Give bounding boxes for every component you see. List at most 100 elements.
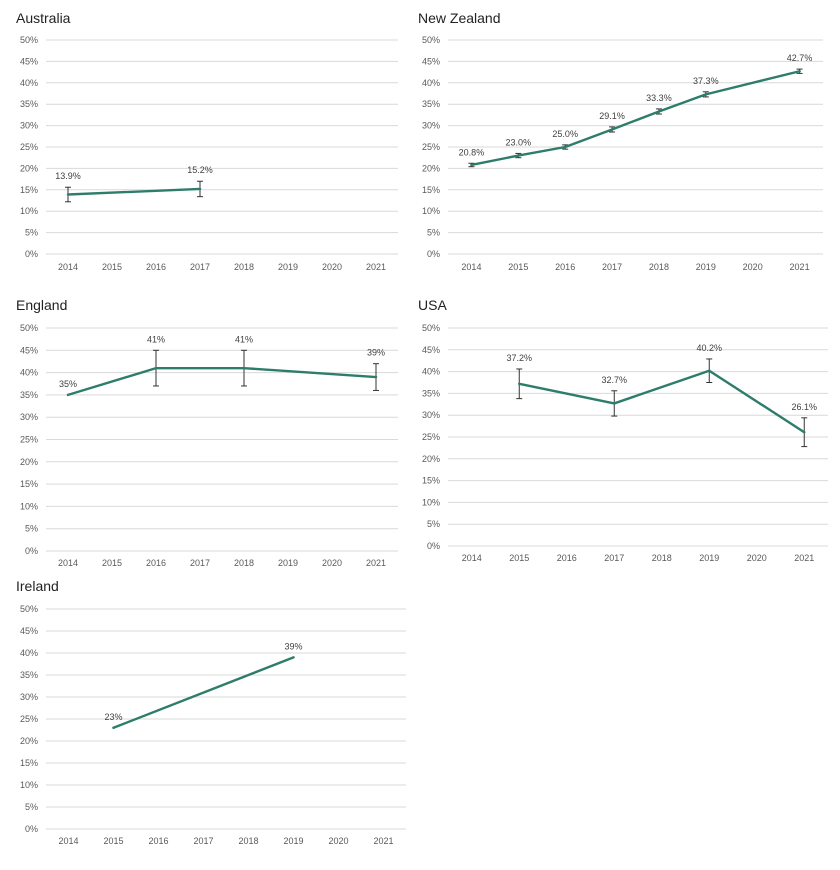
y-tick-label: 35% bbox=[20, 99, 38, 109]
x-tick-label: 2015 bbox=[102, 262, 122, 272]
data-point bbox=[66, 393, 70, 397]
chart-panel-ireland: Ireland 0% 5% 10% 15% 20% 25% 30% 35% 40% 45% 50% 2… bbox=[16, 578, 406, 858]
y-tick-label: 35% bbox=[422, 388, 440, 398]
x-tick-label: 2021 bbox=[790, 262, 810, 272]
data-point bbox=[610, 128, 614, 131]
data-label: 32.7% bbox=[601, 375, 627, 385]
y-tick-label: 5% bbox=[25, 802, 38, 812]
x-tick-label: 2020 bbox=[328, 836, 348, 846]
y-tick-label: 40% bbox=[20, 368, 38, 378]
data-point bbox=[112, 726, 115, 729]
y-tick-label: 20% bbox=[20, 736, 38, 746]
x-tick-label: 2015 bbox=[103, 836, 123, 846]
y-tick-label: 0% bbox=[427, 249, 440, 259]
data-label: 26.1% bbox=[791, 402, 817, 412]
chart-svg: 0% 5% 10% 15% 20% 25% 30% 35% 40% 45% 50% 2014 2015 2… bbox=[20, 323, 398, 568]
y-tick-label: 5% bbox=[427, 228, 440, 238]
y-tick-label: 50% bbox=[20, 604, 38, 614]
x-tick-label: 2017 bbox=[193, 836, 213, 846]
y-tick-label: 15% bbox=[20, 758, 38, 768]
chart-panel-australia: Australia 0% 5% 10% 15% 20% 25% 30% 35% 40% 45% 50… bbox=[16, 10, 406, 280]
y-tick-label: 15% bbox=[20, 185, 38, 195]
data-label: 23% bbox=[104, 712, 122, 722]
y-tick-label: 5% bbox=[25, 228, 38, 238]
x-tick-label: 2021 bbox=[366, 262, 386, 272]
data-point bbox=[292, 656, 295, 659]
data-point bbox=[242, 366, 246, 370]
chart-title: England bbox=[16, 297, 68, 313]
data-label: 25.0% bbox=[552, 129, 578, 139]
x-tick-label: 2021 bbox=[366, 558, 386, 568]
y-tick-label: 45% bbox=[20, 345, 38, 355]
y-tick-label: 45% bbox=[422, 56, 440, 66]
y-tick-label: 40% bbox=[422, 367, 440, 377]
y-tick-label: 15% bbox=[422, 185, 440, 195]
y-tick-label: 30% bbox=[20, 692, 38, 702]
data-point bbox=[374, 375, 378, 379]
data-point bbox=[563, 145, 567, 149]
x-tick-label: 2014 bbox=[461, 262, 481, 272]
y-tick-label: 25% bbox=[422, 142, 440, 152]
y-tick-label: 5% bbox=[427, 519, 440, 529]
chart-title: New Zealand bbox=[418, 10, 501, 26]
x-tick-label: 2016 bbox=[146, 558, 166, 568]
y-tick-label: 15% bbox=[20, 479, 38, 489]
x-tick-label: 2017 bbox=[602, 262, 622, 272]
y-tick-label: 10% bbox=[422, 206, 440, 216]
y-tick-label: 35% bbox=[422, 99, 440, 109]
x-tick-label: 2021 bbox=[373, 836, 393, 846]
data-label: 20.8% bbox=[459, 147, 485, 157]
data-label: 40.2% bbox=[696, 343, 722, 353]
data-point bbox=[517, 154, 520, 157]
series-line bbox=[470, 70, 801, 167]
x-tick-label: 2016 bbox=[557, 553, 577, 563]
y-tick-label: 25% bbox=[20, 714, 38, 724]
x-tick-label: 2017 bbox=[604, 553, 624, 563]
series-line bbox=[112, 656, 295, 730]
x-tick-label: 2019 bbox=[278, 558, 298, 568]
x-tick-label: 2018 bbox=[238, 836, 258, 846]
x-tick-label: 2020 bbox=[322, 262, 342, 272]
y-tick-label: 30% bbox=[422, 121, 440, 131]
x-tick-label: 2014 bbox=[58, 558, 78, 568]
y-tick-label: 25% bbox=[20, 142, 38, 152]
chart-svg: 0% 5% 10% 15% 20% 25% 30% 35% 40% 45% 50% 2014 2015 2… bbox=[20, 604, 406, 846]
chart-svg: 0% 5% 10% 15% 20% 25% 30% 35% 40% 45% 50% 2014 2015 2… bbox=[422, 35, 823, 272]
y-tick-label: 40% bbox=[20, 78, 38, 88]
y-tick-label: 10% bbox=[20, 501, 38, 511]
x-tick-label: 2016 bbox=[555, 262, 575, 272]
data-label: 35% bbox=[59, 379, 77, 389]
y-tick-label: 5% bbox=[25, 524, 38, 534]
chart-svg: 0% 5% 10% 15% 20% 25% 30% 35% 40% 45% 50% 2014 2015 2… bbox=[422, 323, 828, 563]
x-tick-label: 2014 bbox=[58, 262, 78, 272]
data-label: 39% bbox=[367, 348, 385, 358]
x-tick-label: 2015 bbox=[509, 553, 529, 563]
y-tick-label: 30% bbox=[422, 410, 440, 420]
data-point bbox=[66, 193, 70, 196]
y-tick-label: 30% bbox=[20, 121, 38, 131]
y-tick-label: 10% bbox=[20, 780, 38, 790]
y-tick-label: 20% bbox=[422, 454, 440, 464]
data-label: 29.1% bbox=[599, 111, 625, 121]
y-tick-label: 50% bbox=[20, 35, 38, 45]
data-label: 42.7% bbox=[787, 53, 813, 63]
series-line bbox=[66, 187, 202, 196]
x-tick-label: 2017 bbox=[190, 558, 210, 568]
y-tick-label: 40% bbox=[20, 648, 38, 658]
y-tick-label: 20% bbox=[20, 163, 38, 173]
y-tick-label: 50% bbox=[422, 35, 440, 45]
x-tick-label: 2018 bbox=[234, 558, 254, 568]
x-tick-label: 2015 bbox=[508, 262, 528, 272]
chart-panel-new-zealand: New Zealand 0% 5% 10% 15% 20% 25% 30% 35% 40% 45%… bbox=[418, 10, 828, 280]
x-tick-label: 2016 bbox=[148, 836, 168, 846]
data-label: 39% bbox=[284, 641, 302, 651]
data-point bbox=[708, 369, 711, 372]
y-tick-label: 45% bbox=[422, 345, 440, 355]
data-point bbox=[470, 163, 473, 167]
chart-title: Australia bbox=[16, 10, 71, 26]
data-label: 15.2% bbox=[187, 165, 213, 175]
x-tick-label: 2015 bbox=[102, 558, 122, 568]
y-tick-label: 40% bbox=[422, 78, 440, 88]
data-point bbox=[154, 366, 158, 370]
x-tick-label: 2020 bbox=[743, 262, 763, 272]
